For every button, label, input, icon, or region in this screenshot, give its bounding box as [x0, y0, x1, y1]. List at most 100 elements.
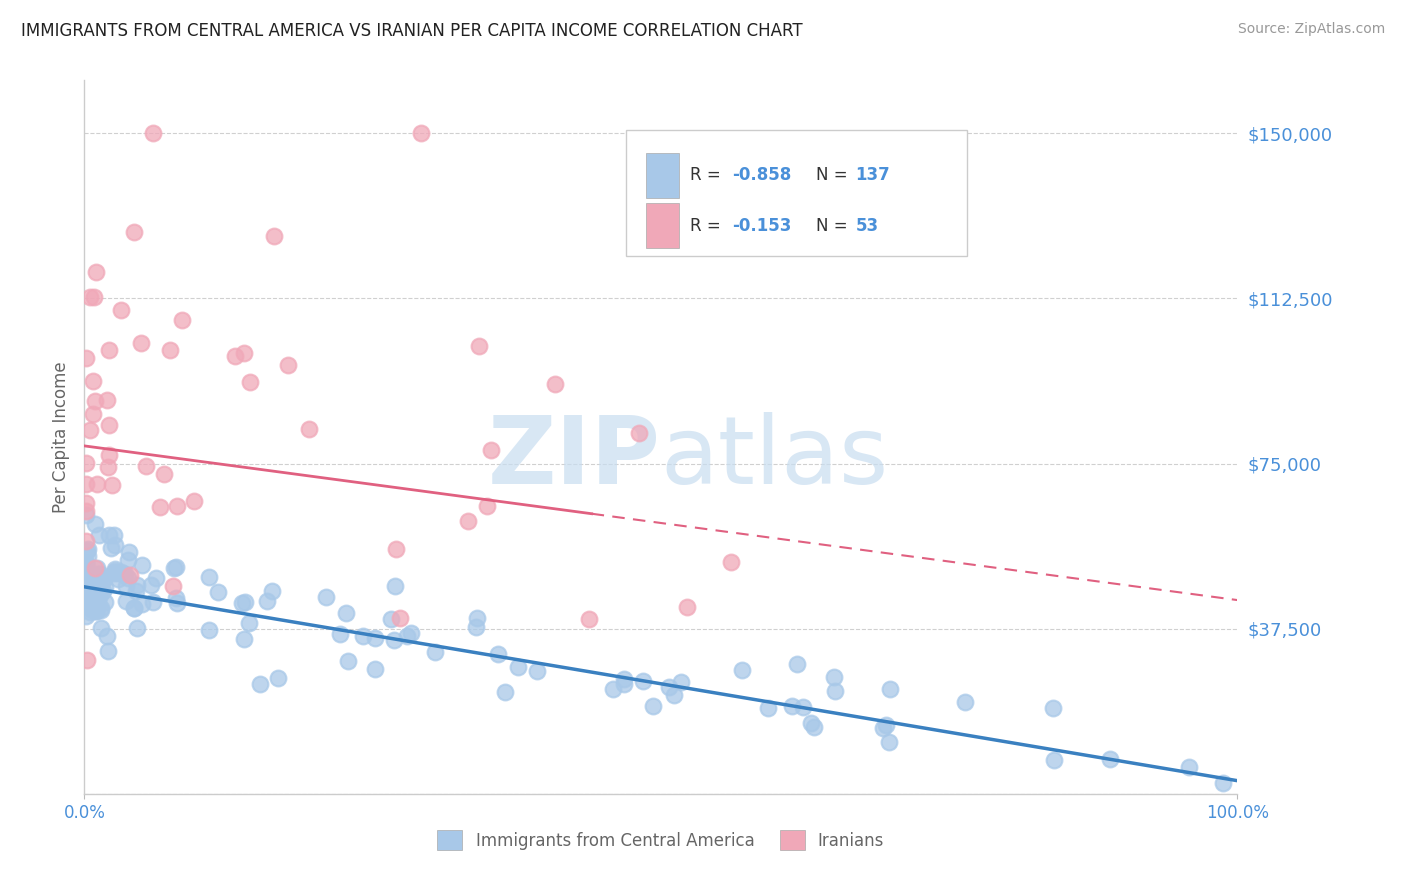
Point	[526, 664, 548, 678]
Point	[83, 290, 105, 304]
Point	[97, 527, 120, 541]
Point	[298, 422, 321, 436]
Point	[877, 735, 900, 749]
Point	[75, 558, 97, 572]
Point	[110, 303, 132, 318]
Point	[118, 544, 141, 558]
Point	[83, 516, 105, 531]
Point	[352, 629, 374, 643]
Point	[207, 585, 229, 599]
Point	[75, 576, 97, 591]
Point	[800, 716, 823, 731]
Point	[84, 264, 107, 278]
Point	[89, 569, 111, 583]
Point	[475, 499, 498, 513]
Point	[142, 595, 165, 609]
Point	[613, 677, 636, 691]
Point	[494, 685, 516, 699]
Point	[91, 574, 114, 589]
Point	[315, 590, 337, 604]
Point	[89, 567, 111, 582]
Point	[87, 528, 110, 542]
Point	[82, 595, 104, 609]
Point	[75, 556, 97, 570]
Point	[90, 621, 112, 635]
Point	[756, 701, 779, 715]
Text: IMMIGRANTS FROM CENTRAL AMERICA VS IRANIAN PER CAPITA INCOME CORRELATION CHART: IMMIGRANTS FROM CENTRAL AMERICA VS IRANI…	[21, 22, 803, 40]
Point	[75, 608, 97, 623]
Point	[75, 477, 97, 491]
Point	[79, 599, 101, 614]
Point	[256, 594, 278, 608]
Point	[103, 566, 125, 581]
Point	[122, 226, 145, 240]
Point	[97, 417, 120, 432]
Point	[117, 553, 139, 567]
Point	[786, 657, 808, 671]
Point	[364, 662, 387, 676]
Point	[166, 596, 188, 610]
Point	[135, 459, 157, 474]
Point	[396, 629, 419, 643]
Point	[131, 558, 153, 573]
Point	[75, 496, 97, 510]
Point	[457, 514, 479, 528]
Text: N =: N =	[815, 217, 853, 235]
Point	[364, 631, 387, 645]
Point	[142, 126, 165, 140]
Point	[125, 584, 148, 599]
Point	[84, 604, 107, 618]
Point	[115, 579, 138, 593]
Point	[467, 610, 489, 624]
Point	[80, 585, 103, 599]
Point	[792, 699, 814, 714]
Text: 137: 137	[855, 167, 890, 185]
Point	[183, 493, 205, 508]
Point	[75, 598, 97, 612]
Point	[162, 579, 184, 593]
Point	[75, 582, 97, 597]
Point	[153, 467, 176, 481]
Point	[75, 351, 97, 365]
Point	[76, 576, 98, 591]
Point	[86, 476, 108, 491]
Point	[641, 698, 664, 713]
Point	[82, 407, 104, 421]
Point	[468, 339, 491, 353]
Point	[83, 560, 105, 574]
Point	[145, 571, 167, 585]
Point	[508, 659, 530, 673]
Point	[380, 612, 402, 626]
Point	[104, 562, 127, 576]
Point	[76, 583, 98, 598]
Point	[125, 621, 148, 635]
Point	[77, 549, 100, 563]
Point	[803, 721, 825, 735]
Point	[233, 595, 256, 609]
Point	[263, 228, 285, 243]
Point	[231, 596, 253, 610]
Point	[75, 566, 97, 581]
Point	[409, 126, 432, 140]
Point	[86, 604, 108, 618]
Point	[122, 600, 145, 615]
Text: Source: ZipAtlas.com: Source: ZipAtlas.com	[1237, 22, 1385, 37]
Point	[1178, 759, 1201, 773]
Point	[384, 542, 406, 557]
Point	[103, 528, 125, 542]
Point	[239, 376, 262, 390]
Point	[86, 566, 108, 581]
Point	[159, 343, 181, 357]
Point	[384, 579, 406, 593]
Point	[120, 567, 142, 582]
Point	[75, 508, 97, 523]
Point	[149, 500, 172, 514]
Point	[94, 595, 117, 609]
Point	[233, 346, 256, 360]
Point	[100, 541, 122, 555]
Point	[166, 499, 188, 513]
Point	[117, 571, 139, 585]
Point	[544, 377, 567, 392]
Text: atlas: atlas	[661, 412, 889, 505]
Point	[662, 688, 685, 702]
